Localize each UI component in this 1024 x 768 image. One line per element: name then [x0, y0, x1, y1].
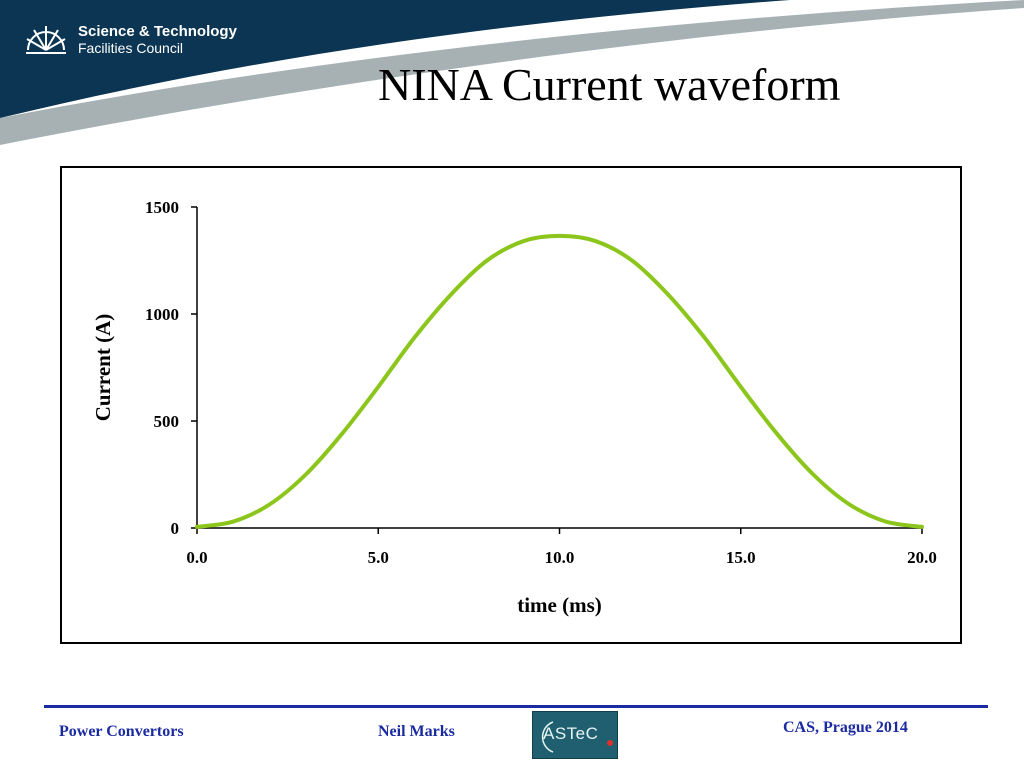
- sunburst-icon: [26, 26, 66, 54]
- chart-frame: 0 500 1000 1500 0.0 5.0 10.0 15.0 20.0 time (ms) C…: [60, 166, 962, 644]
- footer-course: Power Convertors: [59, 723, 184, 740]
- footer-rule: [44, 705, 988, 708]
- header-swoosh: [0, 0, 1024, 145]
- x-tick-label: 0.0: [186, 548, 207, 567]
- header-banner: [0, 0, 1024, 145]
- series-line-0: [195, 233, 924, 529]
- header-band: [0, 0, 790, 118]
- y-tick-label: 500: [154, 412, 180, 431]
- astec-logo: ASTeC: [532, 711, 618, 759]
- astec-logo-text: ASTeC: [543, 724, 599, 743]
- org-name-line2: Facilities Council: [78, 40, 184, 56]
- slide-title: NINA Current waveform: [378, 59, 841, 110]
- y-tick-label: 0: [171, 519, 180, 538]
- org-name-line1: Science & Technology: [78, 23, 237, 40]
- x-tick-label: 20.0: [907, 548, 937, 567]
- astec-arc-icon: [541, 721, 554, 753]
- y-tick-label: 1000: [145, 305, 179, 324]
- y-tick-label: 1500: [145, 198, 179, 217]
- x-tick-label: 10.0: [545, 548, 575, 567]
- footer-event: CAS, Prague 2014: [783, 719, 908, 736]
- astec-logo-dot: [607, 740, 613, 746]
- stfc-logo: Science & Technology Facilities Council: [22, 20, 237, 60]
- x-tick-label: 15.0: [726, 548, 756, 567]
- x-tick-label: 5.0: [368, 548, 389, 567]
- line-chart: 0 500 1000 1500 0.0 5.0 10.0 15.0 20.0 time (ms) C…: [91, 198, 937, 617]
- x-axis-label: time (ms): [517, 593, 602, 617]
- y-axis-label: Current (A): [91, 314, 115, 422]
- footer-author: Neil Marks: [378, 723, 455, 740]
